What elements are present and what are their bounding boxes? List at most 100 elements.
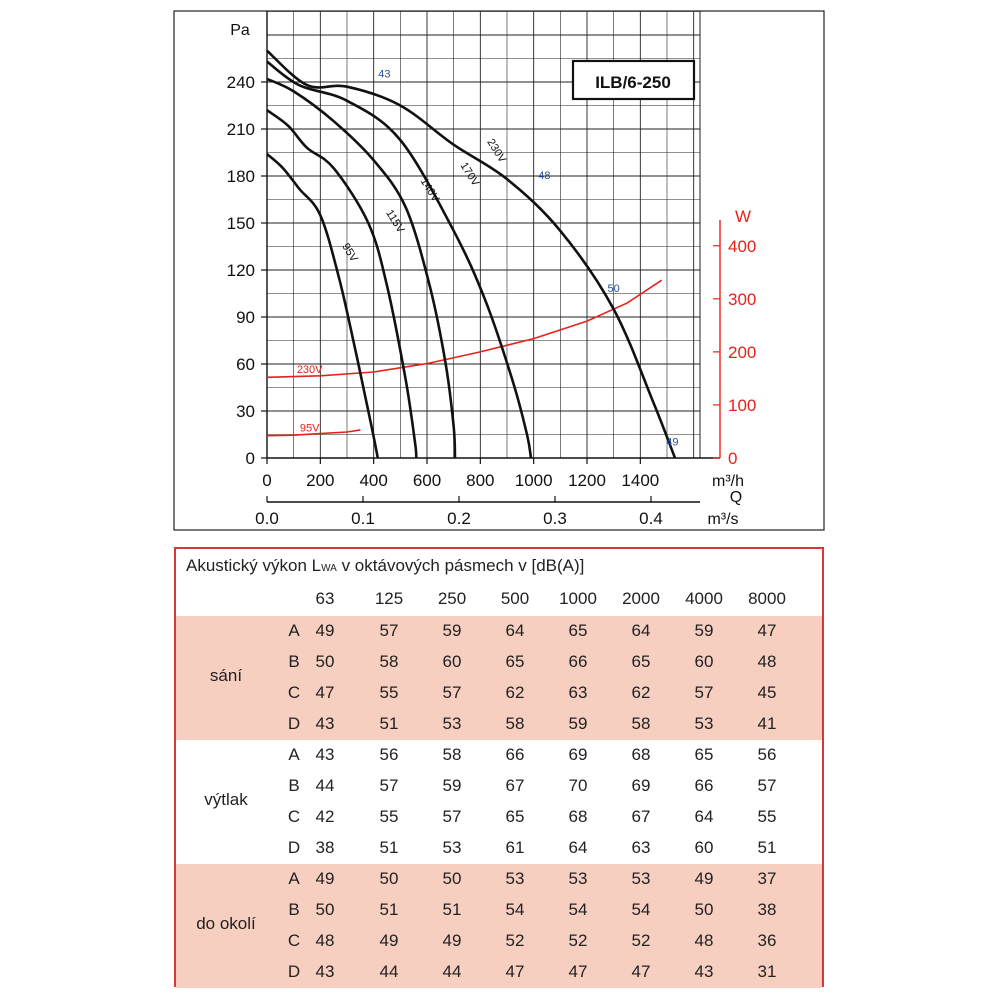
table-cell: 64	[694, 807, 714, 826]
x-tick-label: 200	[306, 471, 334, 490]
chart-frame	[173, 10, 825, 531]
x-tick-label: 600	[413, 471, 441, 490]
table-cell: 65	[505, 652, 525, 671]
table-row: A 49 57 59 64 65 64 59 47	[176, 616, 822, 647]
frequency-header-cell: 63	[315, 589, 335, 608]
table-cell: 58	[379, 652, 399, 671]
table-cell: 69	[631, 776, 651, 795]
x-axis-unit-m3h: m³/h	[712, 473, 744, 490]
y-tick-label: 30	[236, 402, 255, 421]
table-row: B 50 51 51 54 54 54 50 38	[176, 895, 822, 926]
table-cell: 50	[379, 869, 399, 888]
x2-tick-label: 0.2	[447, 509, 471, 528]
table-cell: 51	[379, 838, 399, 857]
row-key: B	[288, 652, 300, 671]
table-cell: 52	[568, 931, 588, 950]
table-cell: 67	[631, 807, 651, 826]
table-cell: 56	[379, 745, 399, 764]
table-cell: 60	[442, 652, 462, 671]
power-tick-label: 400	[728, 237, 756, 256]
x2-tick-label: 0.1	[351, 509, 375, 528]
table-cell: 47	[631, 962, 651, 981]
table-cell: 57	[379, 776, 399, 795]
table-cell: 44	[379, 962, 399, 981]
table-cell: 47	[505, 962, 525, 981]
table-cell: 59	[568, 714, 588, 733]
table-cell: 58	[442, 745, 462, 764]
x-tick-label: 0	[262, 471, 271, 490]
power-tick-label: 100	[728, 396, 756, 415]
table-cell: 49	[442, 931, 462, 950]
noise-level-label: 48	[538, 170, 550, 182]
table-row: B 50 58 60 65 66 65 60 48	[176, 647, 822, 678]
pressure-curve-label: 170V	[458, 160, 482, 189]
table-cell: 48	[694, 931, 714, 950]
row-key: D	[287, 962, 301, 981]
table-cell: 68	[568, 807, 588, 826]
group-label: výtlak	[204, 790, 248, 809]
table-cell: 43	[694, 962, 714, 981]
y-tick-label: 60	[236, 355, 255, 374]
table-cell: 52	[631, 931, 651, 950]
power-tick-label: 200	[728, 343, 756, 362]
table-cell: 31	[757, 962, 777, 981]
sound-power-table: Akustický výkon LWA v oktávových pásmech…	[174, 547, 824, 988]
table-cell: 62	[631, 683, 651, 702]
title-box	[571, 59, 696, 101]
table-cell: 53	[442, 714, 462, 733]
table-cell: 41	[757, 714, 777, 733]
table-cell: 55	[379, 807, 399, 826]
table-cell: 59	[442, 776, 462, 795]
table-row: A 49 50 50 53 53 53 49 37	[176, 864, 822, 895]
table-cell: 51	[442, 900, 462, 919]
pressure-curve-170v	[266, 60, 533, 459]
table-row: C 48 49 49 52 52 52 48 36	[176, 926, 822, 957]
y-axis-label: Pa	[230, 22, 250, 39]
row-key: A	[288, 745, 300, 764]
table-cell: 62	[505, 683, 525, 702]
row-key: C	[287, 807, 301, 826]
x-tick-label: 800	[466, 471, 494, 490]
y-tick-label: 0	[246, 449, 255, 468]
table-group: sání A 49 57 59 64 65 64 59 47 B 50 58 60 65 66 65 60 48 C 4…	[176, 616, 822, 740]
table-cell: 49	[694, 869, 714, 888]
pressure-curve-label: 115V	[383, 208, 407, 236]
table-cell: 60	[694, 652, 714, 671]
y-tick-label: 240	[227, 73, 255, 92]
table-cell: 48	[315, 931, 335, 950]
table-cell: 65	[568, 621, 588, 640]
table-cell: 53	[505, 869, 525, 888]
table-cell: 54	[568, 900, 588, 919]
pressure-curve-230v	[266, 49, 677, 459]
power-curve-95v	[266, 429, 361, 437]
table-cell: 44	[315, 776, 335, 795]
x2-tick-label: 0.0	[255, 509, 279, 528]
table-row: C 47 55 57 62 63 62 57 45	[176, 678, 822, 709]
table-cell: 50	[315, 652, 335, 671]
frequency-header-row: 63 125 250 500 1000 2000 4000 8000	[176, 585, 822, 615]
table-group: do okolí A 49 50 50 53 53 53 49 37 B 50 51 51 54 54 54 50…	[176, 864, 822, 988]
table-cell: 44	[442, 962, 462, 981]
power-curve-label: 95V	[300, 422, 320, 434]
table-cell: 52	[505, 931, 525, 950]
table-cell: 37	[757, 869, 777, 888]
table-cell: 70	[568, 776, 588, 795]
table-row: D 38 51 53 61 64 63 60 51	[176, 833, 822, 864]
row-key: C	[287, 683, 301, 702]
x-tick-label: 1200	[568, 471, 606, 490]
frequency-header-cell: 2000	[622, 589, 660, 608]
x2-axis-unit-m3s: m³/s	[707, 511, 738, 528]
fan-performance-chart: 0 30 60 90 120 150 180 210 240 Pa 0 200 400 600 800 100…	[173, 10, 825, 531]
table-cell: 42	[315, 807, 335, 826]
pressure-curve-115v	[266, 109, 418, 459]
table-cell: 55	[379, 683, 399, 702]
table-cell: 59	[694, 621, 714, 640]
pressure-curve-label: 230V	[484, 137, 508, 166]
row-key: B	[288, 900, 300, 919]
power-axis-label: W	[735, 207, 751, 226]
table-cell: 51	[379, 900, 399, 919]
power-tick-label: 0	[728, 449, 737, 468]
table-cell: 65	[505, 807, 525, 826]
table-cell: 68	[631, 745, 651, 764]
table-cell: 53	[694, 714, 714, 733]
